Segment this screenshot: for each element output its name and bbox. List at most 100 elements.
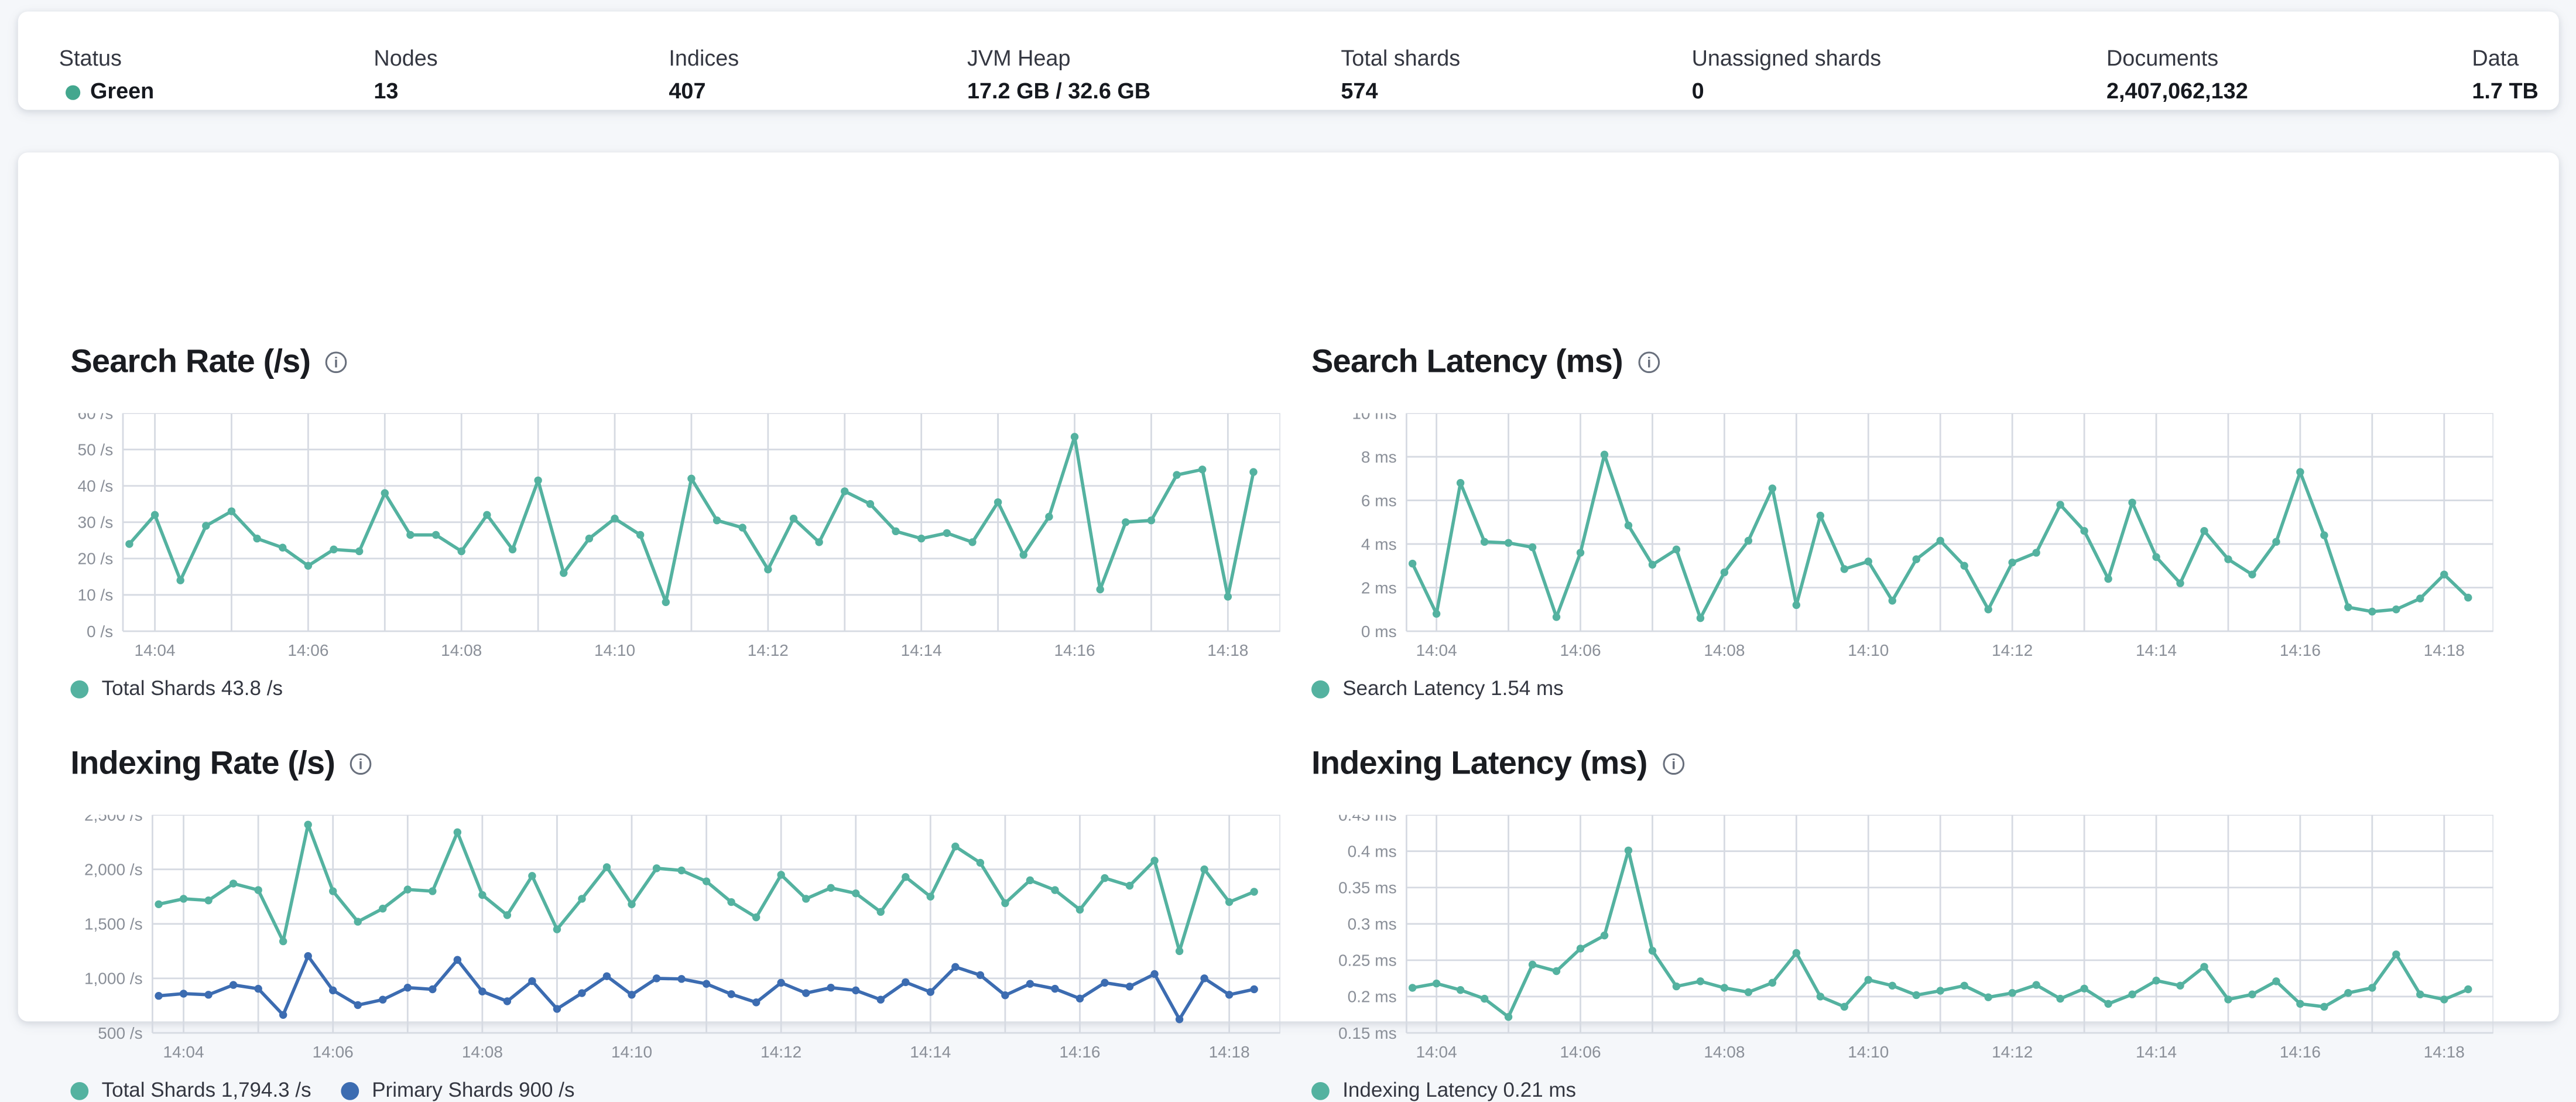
svg-text:14:06: 14:06	[287, 641, 328, 659]
svg-text:2,500 /s: 2,500 /s	[84, 815, 143, 824]
svg-text:0.2 ms: 0.2 ms	[1348, 988, 1397, 1006]
svg-text:14:18: 14:18	[2424, 641, 2465, 659]
svg-text:14:08: 14:08	[1704, 641, 1745, 659]
svg-text:14:10: 14:10	[594, 641, 635, 659]
chart-legend: Total Shards 1,794.3 /s Primary Shards 90…	[70, 1079, 1280, 1102]
legend-item: Total Shards 1,794.3 /s	[70, 1079, 311, 1102]
indexing-rate-panel: Indexing Rate (/s) i 2,500 /s 2,000 /s 1,5…	[70, 742, 1280, 1102]
stat-value: 1.7 TB	[2472, 78, 2539, 104]
svg-text:14:16: 14:16	[2280, 1043, 2321, 1061]
svg-text:14:04: 14:04	[1416, 641, 1457, 659]
indexing-latency-chart[interactable]: 0.45 ms 0.4 ms 0.35 ms 0.3 ms 0.25 ms 0.2 ms 0…	[1311, 814, 2493, 1066]
legend-label: Primary Shards 900 /s	[372, 1079, 575, 1102]
svg-text:0.4 ms: 0.4 ms	[1348, 842, 1397, 860]
svg-text:14:16: 14:16	[1054, 641, 1095, 659]
svg-text:0.45 ms: 0.45 ms	[1338, 815, 1397, 824]
svg-text:0 ms: 0 ms	[1361, 622, 1397, 641]
legend-label: Indexing Latency 0.21 ms	[1342, 1079, 1577, 1102]
legend-item: Search Latency 1.54 ms	[1311, 677, 1564, 700]
legend-item: Indexing Latency 0.21 ms	[1311, 1079, 1577, 1102]
legend-label: Search Latency 1.54 ms	[1342, 677, 1564, 700]
search-latency-panel: Search Latency (ms) i 10 ms 8 ms 6 ms 4 ms 2…	[1311, 341, 2493, 700]
svg-text:14:16: 14:16	[2280, 641, 2321, 659]
svg-text:i: i	[1671, 757, 1676, 773]
stat-value: 17.2 GB / 32.6 GB	[967, 78, 1151, 104]
info-icon[interactable]: i	[350, 752, 372, 775]
svg-text:14:06: 14:06	[313, 1043, 354, 1061]
legend-series-icon	[1311, 1081, 1330, 1100]
stat-label: Nodes	[374, 46, 438, 71]
svg-text:6 ms: 6 ms	[1361, 491, 1397, 509]
search-latency-chart[interactable]: 10 ms 8 ms 6 ms 4 ms 2 ms 0 ms 14:04 14:06 14:08…	[1311, 413, 2493, 664]
svg-text:14:14: 14:14	[2136, 1043, 2177, 1061]
info-icon[interactable]: i	[1638, 351, 1660, 374]
legend-series-icon	[70, 679, 89, 698]
svg-text:50 /s: 50 /s	[77, 440, 113, 458]
svg-text:10 /s: 10 /s	[77, 586, 113, 604]
cluster-stat-data: Data 1.7 TB	[2472, 46, 2538, 105]
chart-title: Search Latency (ms)	[1311, 344, 1623, 381]
svg-text:14:08: 14:08	[1704, 1043, 1745, 1061]
chart-header: Search Latency (ms) i	[1311, 341, 2493, 384]
svg-text:14:12: 14:12	[748, 641, 789, 659]
info-icon[interactable]: i	[325, 351, 348, 374]
cluster-stat-unassigned-shards: Unassigned shards 0	[1692, 46, 1882, 105]
svg-text:14:12: 14:12	[1992, 641, 2033, 659]
svg-text:14:04: 14:04	[1416, 1043, 1457, 1061]
svg-text:1,000 /s: 1,000 /s	[84, 970, 143, 988]
svg-text:0 /s: 0 /s	[87, 622, 113, 641]
stat-value: 13	[374, 78, 399, 104]
svg-text:2 ms: 2 ms	[1361, 579, 1397, 597]
svg-text:14:04: 14:04	[135, 641, 176, 659]
health-status-icon	[66, 84, 81, 100]
cluster-stat-status: Status Green	[59, 46, 154, 105]
chart-legend: Search Latency 1.54 ms	[1311, 677, 2493, 700]
stat-label: Indices	[669, 46, 739, 71]
stat-label: JVM Heap	[967, 46, 1071, 71]
stat-label: Unassigned shards	[1691, 46, 1882, 71]
svg-text:30 /s: 30 /s	[77, 514, 113, 532]
svg-text:500 /s: 500 /s	[98, 1024, 142, 1042]
svg-text:14:10: 14:10	[1848, 1043, 1889, 1061]
svg-text:14:12: 14:12	[1992, 1043, 2033, 1061]
svg-text:2,000 /s: 2,000 /s	[84, 860, 143, 878]
svg-text:14:10: 14:10	[611, 1043, 652, 1061]
stat-value: 574	[1341, 78, 1378, 104]
svg-text:60 /s: 60 /s	[77, 413, 113, 423]
search-rate-panel: Search Rate (/s) i 60 /s 50 /s 40 /s 30 /s 2…	[70, 341, 1280, 700]
cluster-stat-documents: Documents 2,407,062,132	[2106, 46, 2248, 105]
legend-label: Total Shards 43.8 /s	[101, 677, 283, 700]
stat-label: Documents	[2106, 46, 2219, 71]
svg-text:0.3 ms: 0.3 ms	[1348, 915, 1397, 933]
chart-header: Search Rate (/s) i	[70, 341, 1280, 384]
search-rate-chart[interactable]: 60 /s 50 /s 40 /s 30 /s 20 /s 10 /s 0 /s 14:04 1…	[70, 413, 1280, 664]
cluster-overview-page: Status Green Nodes 13 Indices 407 JVM Heap 17.2…	[18, 11, 2559, 1102]
svg-text:14:12: 14:12	[761, 1043, 801, 1061]
indexing-rate-chart[interactable]: 2,500 /s 2,000 /s 1,500 /s 1,000 /s 500 /s 14…	[70, 814, 1280, 1066]
stat-label: Total shards	[1341, 46, 1461, 71]
legend-series-icon	[70, 1081, 89, 1100]
svg-text:14:08: 14:08	[441, 641, 482, 659]
svg-text:14:18: 14:18	[2424, 1043, 2465, 1061]
svg-text:10 ms: 10 ms	[1352, 413, 1396, 423]
chart-legend: Indexing Latency 0.21 ms	[1311, 1079, 2493, 1102]
stat-value: 2,407,062,132	[2106, 78, 2248, 104]
metrics-card: Search Rate (/s) i 60 /s 50 /s 40 /s 30 /s 2…	[18, 152, 2559, 1102]
svg-text:14:10: 14:10	[1848, 641, 1889, 659]
chart-header: Indexing Rate (/s) i	[70, 742, 1280, 785]
stat-label: Data	[2472, 46, 2519, 71]
cluster-stat-indices: Indices 407	[669, 46, 739, 105]
cluster-stats-bar: Status Green Nodes 13 Indices 407 JVM Heap 17.2…	[18, 11, 2559, 110]
info-icon[interactable]: i	[1662, 752, 1685, 775]
legend-label: Total Shards 1,794.3 /s	[101, 1079, 311, 1102]
chart-legend: Total Shards 43.8 /s	[70, 677, 1280, 700]
svg-text:i: i	[1647, 355, 1651, 371]
svg-text:0.15 ms: 0.15 ms	[1338, 1024, 1397, 1042]
svg-text:20 /s: 20 /s	[77, 550, 113, 568]
svg-text:i: i	[359, 757, 363, 773]
svg-text:14:18: 14:18	[1207, 641, 1248, 659]
svg-text:14:04: 14:04	[163, 1043, 204, 1061]
svg-text:14:16: 14:16	[1059, 1043, 1100, 1061]
legend-item: Primary Shards 900 /s	[341, 1079, 575, 1102]
indexing-latency-panel: Indexing Latency (ms) i 0.45 ms 0.4 ms 0.3…	[1311, 742, 2493, 1102]
